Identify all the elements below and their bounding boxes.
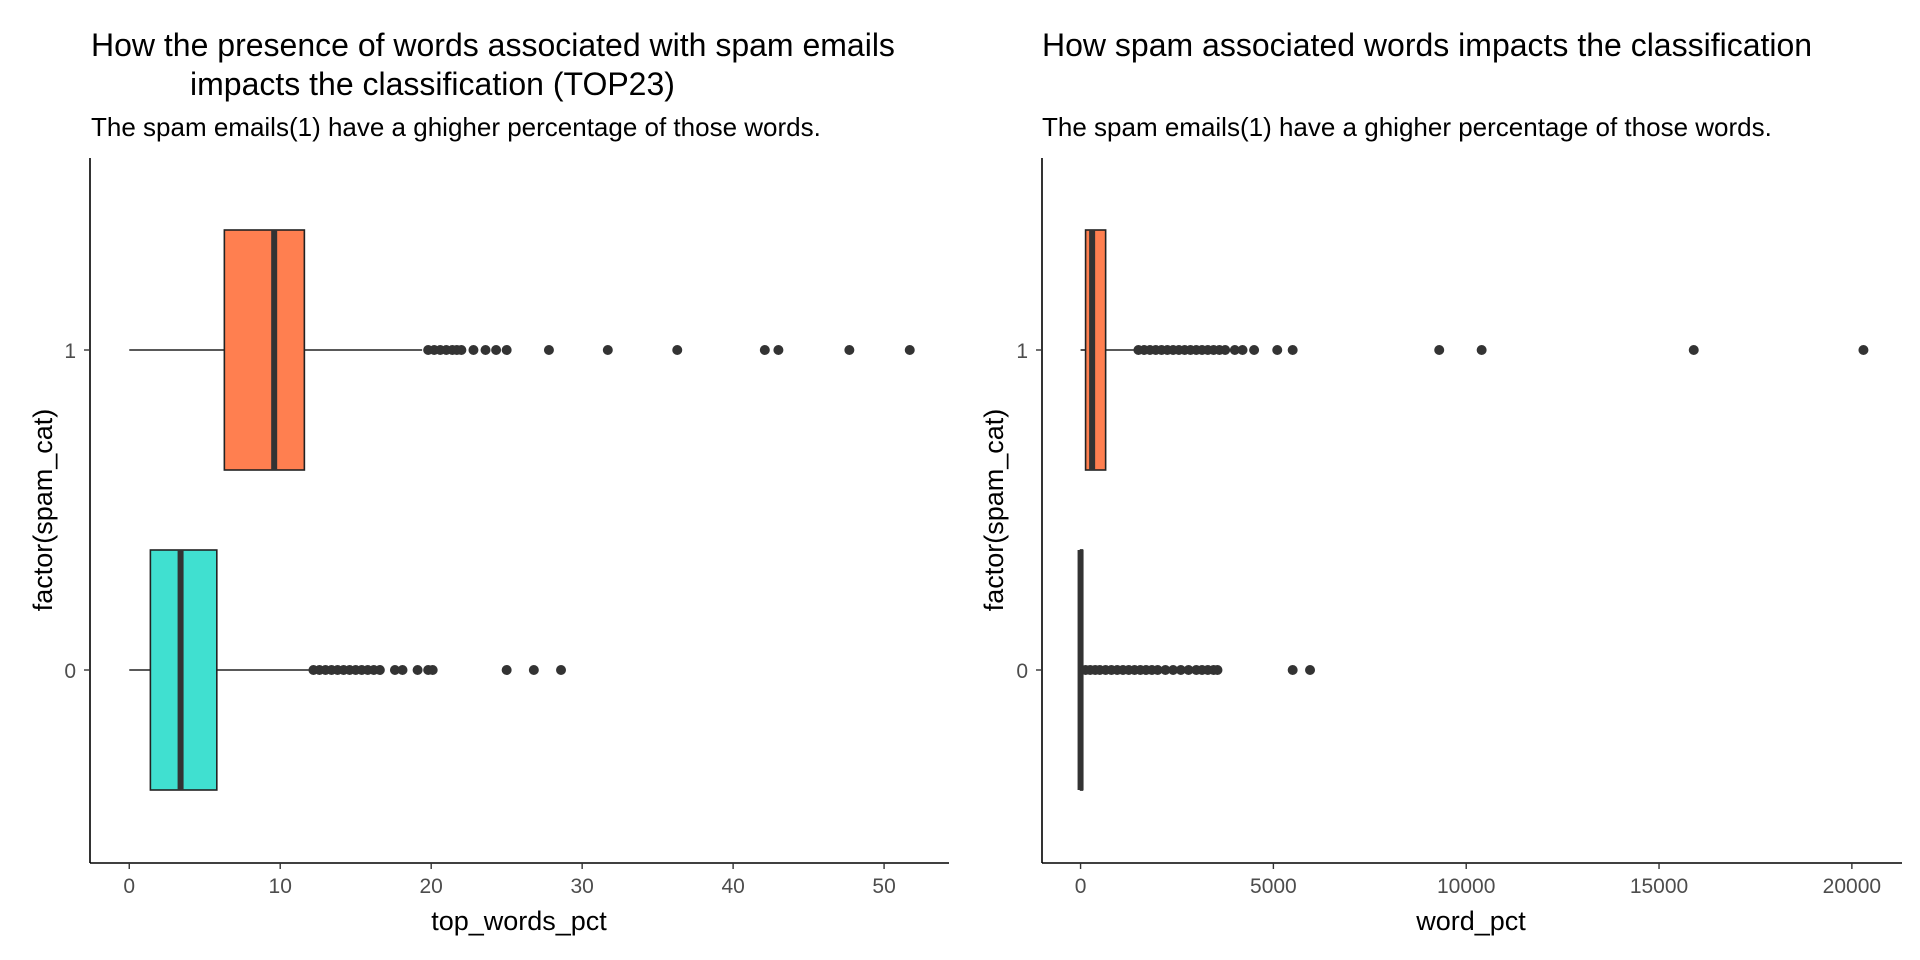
- left-title-line-2: impacts the classification (TOP23): [190, 66, 675, 102]
- right-x-tick-label-1: 5000: [1250, 875, 1297, 898]
- right-series-1-outlier-18: [1249, 345, 1260, 355]
- right-plot-area: 0 5000 10000 15000 20000: [1075, 229, 1881, 898]
- left-title-line-1: How the presence of words associated wit…: [91, 27, 895, 63]
- left-x-tick-label-5: 50: [872, 875, 895, 898]
- left-panel: How the presence of words associated wit…: [28, 27, 949, 936]
- left-x-tick-label-1: 10: [269, 875, 292, 898]
- left-y-tick-label-0: 0: [64, 660, 76, 683]
- right-subtitle: The spam emails(1) have a ghigher percen…: [1042, 112, 1772, 142]
- right-series-1-outlier-23: [1688, 345, 1699, 355]
- right-series-0-outlier-23: [1287, 665, 1298, 675]
- right-x-axis-title: word_pct: [1415, 906, 1526, 936]
- left-plot-area: 0 10 20 30 40 50: [123, 229, 915, 898]
- left-x-tick-label-0: 0: [123, 875, 135, 898]
- right-series-1-outlier-24: [1858, 345, 1869, 355]
- right-x-tick-label-3: 15000: [1630, 875, 1688, 898]
- left-series-0-outlier-11: [374, 665, 385, 675]
- left-x-axis-title: top_words_pct: [431, 906, 607, 936]
- left-series-1-outlier-14: [759, 345, 770, 355]
- left-series-1-outlier-11: [543, 345, 554, 355]
- left-series-0-outlier-17: [501, 665, 512, 675]
- left-series-1-outlier-16: [844, 345, 855, 355]
- left-series-1-outlier-17: [904, 345, 915, 355]
- left-y-axis-title: factor(spam_cat): [28, 409, 58, 612]
- left-series-0-outlier-14: [412, 665, 423, 675]
- left-series-0-outlier-12: [389, 665, 400, 675]
- right-y-axis-title: factor(spam_cat): [979, 409, 1009, 612]
- right-series-1-box: [1084, 229, 1107, 471]
- left-series-1-outlier-7: [468, 345, 479, 355]
- right-series-1-outlier-22: [1476, 345, 1487, 355]
- right-series-0-outlier-16: [1175, 665, 1186, 675]
- right-title-line-1: How spam associated words impacts the cl…: [1042, 27, 1812, 63]
- left-series-0-outlier-13: [397, 665, 408, 675]
- right-series-1-outlier-19: [1272, 345, 1283, 355]
- right-series-0-outlier-22: [1212, 665, 1223, 675]
- left-series-1-box: [223, 229, 306, 471]
- left-x-tick-label-3: 30: [570, 875, 593, 898]
- right-series-0-outlier-17: [1183, 665, 1194, 675]
- right-series-1-outlier-20: [1287, 345, 1298, 355]
- left-series-1-outlier-12: [602, 345, 613, 355]
- left-x-tick-label-4: 40: [721, 875, 744, 898]
- right-x-tick-label-2: 10000: [1437, 875, 1495, 898]
- right-panel: How spam associated words impacts the cl…: [979, 27, 1902, 936]
- left-series-0-outlier-19: [556, 665, 567, 675]
- right-series-1-outlier-21: [1434, 345, 1445, 355]
- left-subtitle: The spam emails(1) have a ghigher percen…: [91, 112, 821, 142]
- left-x-tick-label-2: 20: [420, 875, 443, 898]
- right-x-tick-label-4: 20000: [1823, 875, 1881, 898]
- right-series-1-outlier-15: [1220, 345, 1231, 355]
- left-series-0-box: [149, 549, 218, 791]
- left-series-0-outlier-16: [427, 665, 438, 675]
- left-series-1-outlier-10: [501, 345, 512, 355]
- left-series-0-outlier-18: [528, 665, 539, 675]
- right-series-1-outlier-16: [1229, 345, 1240, 355]
- left-y-tick-label-1: 1: [64, 340, 76, 363]
- left-series-1-outlier-9: [491, 345, 502, 355]
- right-series-0-outlier-14: [1160, 665, 1171, 675]
- right-series-1-outlier-17: [1237, 345, 1248, 355]
- right-y-tick-label-1: 1: [1016, 340, 1028, 363]
- right-y-tick-label-0: 0: [1016, 660, 1028, 683]
- left-series-1-outlier-8: [480, 345, 491, 355]
- right-series-0-outlier-15: [1168, 665, 1179, 675]
- right-x-tick-label-0: 0: [1075, 875, 1087, 898]
- right-series-0-outlier-13: [1152, 665, 1163, 675]
- left-series-1-outlier-15: [773, 345, 784, 355]
- left-series-1-outlier-6: [456, 345, 467, 355]
- left-series-1-outlier-13: [672, 345, 683, 355]
- right-series-0-outlier-24: [1305, 665, 1316, 675]
